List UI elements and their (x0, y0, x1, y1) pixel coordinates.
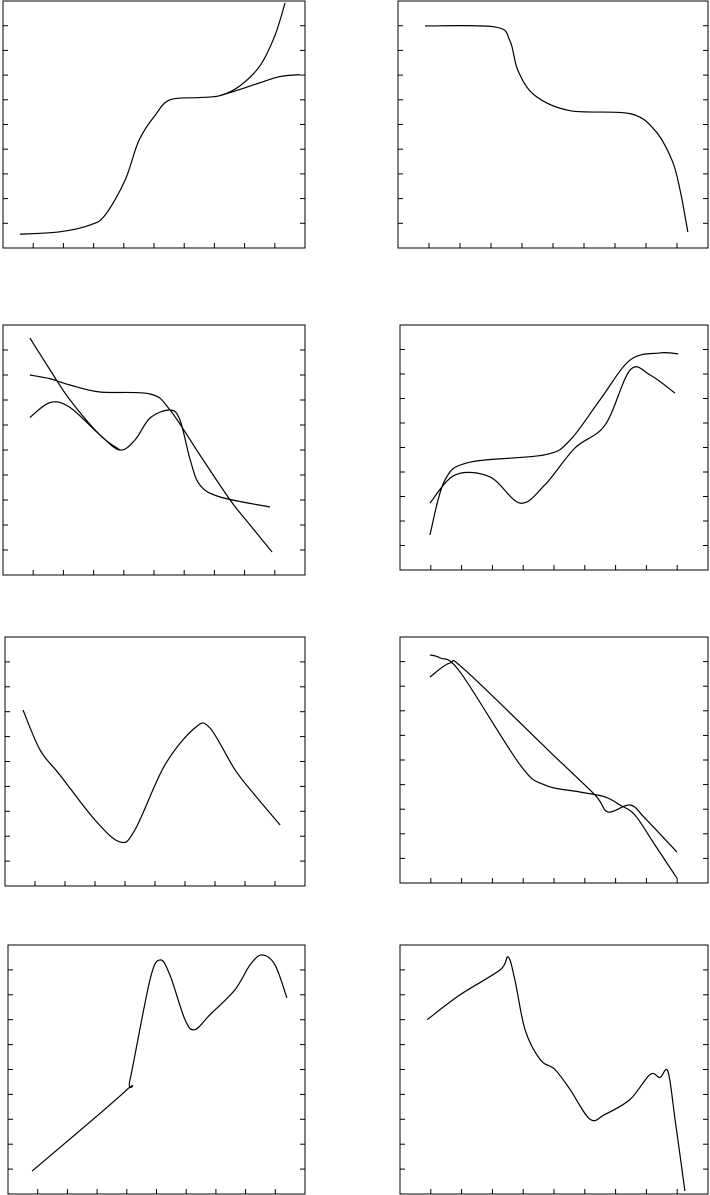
plot-frame (399, 944, 709, 1195)
data-line (429, 654, 678, 879)
data-line (429, 352, 679, 536)
data-line (429, 659, 678, 853)
data-line (31, 954, 288, 1172)
data-line (219, 74, 300, 97)
data-line (424, 24, 689, 233)
data-line (22, 709, 281, 844)
data-line (29, 374, 273, 553)
data-line (29, 337, 121, 451)
plot-frame (4, 636, 306, 887)
data-line (19, 2, 286, 235)
data-line (429, 366, 676, 504)
plot-frame (2, 0, 306, 249)
plot-frame (399, 324, 709, 571)
data-line (29, 401, 271, 508)
plot-frame (7, 944, 306, 1195)
data-line (426, 956, 686, 1192)
plot-frame (399, 636, 709, 884)
plot-frame (397, 0, 709, 249)
